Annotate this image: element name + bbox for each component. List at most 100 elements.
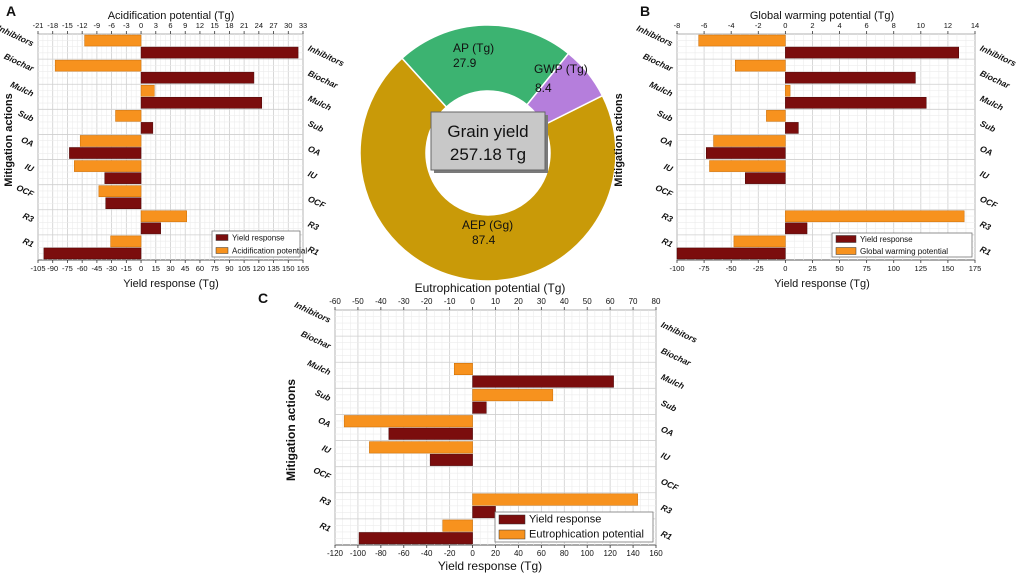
donut-slice-ap xyxy=(400,24,570,109)
category-label-left: IU xyxy=(320,443,333,456)
category-label-left: IU xyxy=(662,161,675,174)
category-label-left: OCF xyxy=(15,182,36,199)
env-bar-biochar xyxy=(54,59,142,72)
x-tick-label-top: 6 xyxy=(865,21,869,30)
x-tick-label-bottom: 175 xyxy=(969,264,982,273)
env-bar-ocf xyxy=(98,185,142,197)
category-label-right: OCF xyxy=(659,476,680,493)
x-tick-label-top: 30 xyxy=(284,21,292,30)
panel-b-bottom-title: Yield response (Tg) xyxy=(774,278,870,290)
category-label-left: R3 xyxy=(660,210,674,224)
yield-bar-iu xyxy=(745,172,786,184)
category-label-left: Inhibitors xyxy=(635,23,675,49)
x-tick-label-bottom: 0 xyxy=(783,264,787,273)
x-tick-label-bottom: -60 xyxy=(77,264,88,273)
legend-swatch xyxy=(215,247,229,254)
x-tick-label-top: 10 xyxy=(917,21,925,30)
x-tick-label-bottom: 120 xyxy=(253,264,266,273)
env-bar-mulch xyxy=(140,84,155,97)
x-tick-label-bottom: 50 xyxy=(835,264,843,273)
x-tick-label-top: 70 xyxy=(629,297,638,306)
category-label-left: R1 xyxy=(21,236,35,250)
panel-b-plot: -100 -75 -50 -25 0 25 50 75 100 125 150 175-8 -6 -4 -2… xyxy=(635,21,1018,273)
category-label-right: Mulch xyxy=(306,93,332,112)
category-label-left: OA xyxy=(317,415,333,429)
yield-bar-r1 xyxy=(358,532,473,545)
panel-a: A Acidification potential (Tg) Yield res… xyxy=(0,3,346,290)
x-tick-label-bottom: 0 xyxy=(470,549,475,558)
x-tick-label-top: 50 xyxy=(583,297,592,306)
x-tick-label-bottom: -50 xyxy=(726,264,737,273)
env-bar-mulch xyxy=(785,84,791,97)
category-label-left: Sub xyxy=(17,108,36,124)
category-label-right: Sub xyxy=(659,398,678,414)
legend-label: Yield response xyxy=(529,514,601,526)
panel-c-side-title: Mitigation actions xyxy=(284,379,298,481)
x-tick-label-top: 0 xyxy=(470,297,475,306)
panel-b-label: B xyxy=(640,3,650,19)
category-label-left: Mulch xyxy=(648,79,674,98)
category-label-left: OCF xyxy=(654,182,675,199)
category-label-right: IU xyxy=(659,450,672,463)
category-label-right: OCF xyxy=(978,194,999,211)
x-tick-label-top: -18 xyxy=(47,21,58,30)
category-label-left: Inhibitors xyxy=(293,299,333,325)
x-tick-label-top: -9 xyxy=(94,21,101,30)
x-tick-label-top: -8 xyxy=(674,21,681,30)
panel-a-side-title: Mitigation actions xyxy=(3,93,15,187)
x-tick-label-top: -15 xyxy=(62,21,73,30)
x-tick-label-top: 12 xyxy=(944,21,952,30)
x-tick-label-top: -20 xyxy=(421,297,433,306)
x-tick-label-top: -6 xyxy=(701,21,708,30)
x-tick-label-top: 14 xyxy=(971,21,979,30)
x-tick-label-bottom: -45 xyxy=(91,264,102,273)
category-label-right: R3 xyxy=(978,219,992,233)
category-label-left: OCF xyxy=(312,465,333,482)
x-tick-label-bottom: -40 xyxy=(421,549,433,558)
env-bar-oa xyxy=(79,135,142,147)
yield-bar-r3 xyxy=(140,222,161,235)
legend-swatch xyxy=(498,514,526,525)
panel-c-bottom-title: Yield response (Tg) xyxy=(438,559,542,573)
category-label-right: IU xyxy=(978,168,991,181)
yield-bar-inhibitors xyxy=(140,46,299,59)
category-label-left: Mulch xyxy=(306,358,332,377)
yield-bar-iu xyxy=(104,172,142,184)
x-tick-label-top: 3 xyxy=(154,21,158,30)
panel-b-top-title: Global warming potential (Tg) xyxy=(750,10,894,22)
x-tick-label-bottom: 140 xyxy=(626,549,640,558)
yield-bar-sub xyxy=(785,122,799,134)
x-tick-label-top: -10 xyxy=(444,297,456,306)
panel-a-label: A xyxy=(6,3,16,19)
x-tick-label-top: 0 xyxy=(783,21,787,30)
panel-b-side-title: Mitigation actions xyxy=(613,93,625,187)
donut-aep-label: AEP (Gg) xyxy=(462,218,513,232)
category-label-left: Sub xyxy=(314,387,333,403)
x-tick-label-bottom: 60 xyxy=(537,549,546,558)
category-label-left: R3 xyxy=(21,210,35,224)
x-tick-label-top: 27 xyxy=(269,21,277,30)
yield-bar-biochar xyxy=(785,71,916,84)
x-tick-label-bottom: 105 xyxy=(238,264,251,273)
category-label-right: R1 xyxy=(978,244,992,258)
center-box xyxy=(430,111,546,171)
x-tick-label-bottom: 40 xyxy=(514,549,523,558)
env-bar-inhibitors xyxy=(84,34,142,47)
env-bar-oa xyxy=(713,135,786,147)
x-tick-label-bottom: 75 xyxy=(210,264,218,273)
x-tick-label-bottom: -100 xyxy=(669,264,684,273)
legend-swatch xyxy=(215,234,229,241)
x-tick-label-top: -3 xyxy=(123,21,130,30)
x-tick-label-top: -6 xyxy=(108,21,115,30)
x-tick-label-top: 15 xyxy=(210,21,218,30)
x-tick-label-top: -30 xyxy=(398,297,410,306)
env-bar-r3 xyxy=(472,493,638,506)
yield-bar-inhibitors xyxy=(785,46,959,59)
env-bar-r1 xyxy=(442,519,473,532)
yield-bar-r3 xyxy=(785,222,808,235)
x-tick-label-bottom: 0 xyxy=(139,264,143,273)
category-label-left: Biochar xyxy=(641,51,675,74)
category-label-right: Sub xyxy=(978,118,997,134)
x-tick-label-bottom: -75 xyxy=(62,264,73,273)
panel-c-plot: -120 -100 -80 -60 -40 -20 0 20 40 60 80 100 120 140 16… xyxy=(293,297,699,558)
